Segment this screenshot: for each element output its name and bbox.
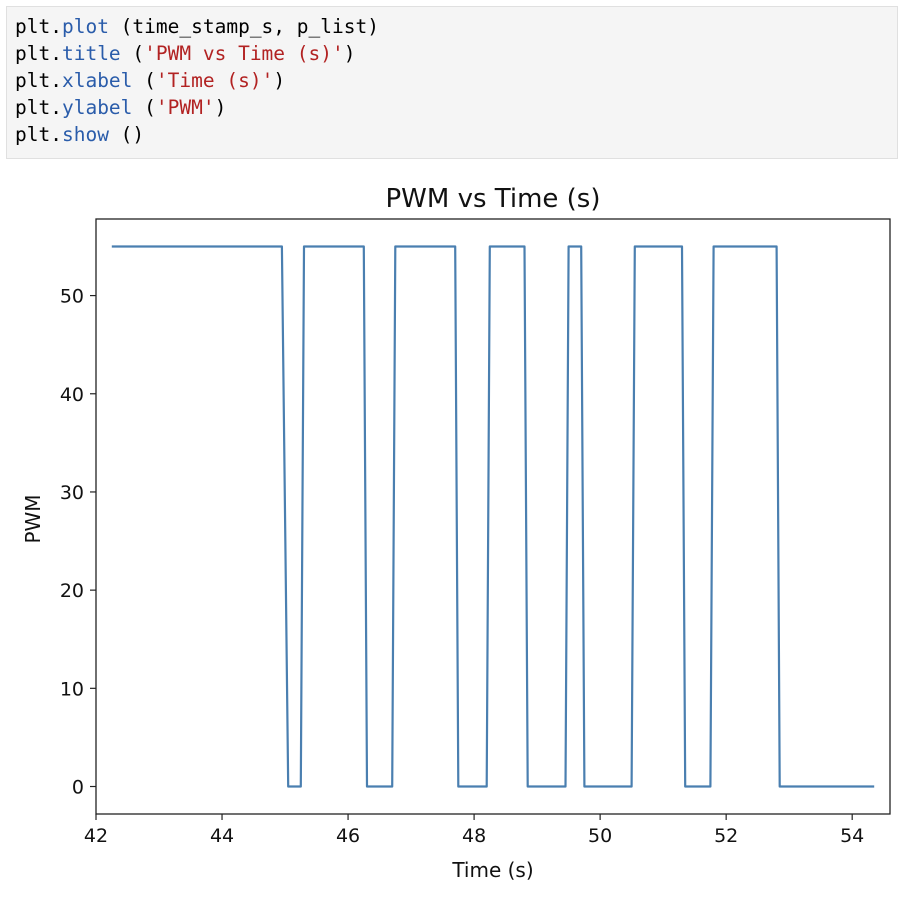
code-function: show — [61, 123, 109, 146]
code-tail: ) — [273, 69, 286, 92]
code-function: ylabel — [61, 96, 133, 119]
code-string: 'PWM' — [155, 96, 215, 119]
code-args: ( — [120, 42, 145, 65]
code-tail: ) — [214, 96, 227, 119]
y-tick-label: 10 — [60, 678, 84, 700]
code-object: plt. — [15, 69, 62, 92]
code-args: (time_stamp_s, p_list) — [108, 15, 379, 38]
x-tick-label: 42 — [84, 825, 108, 847]
plot-frame — [95, 218, 891, 815]
y-tick-label: 40 — [60, 384, 84, 406]
code-line: plt.plot (time_stamp_s, p_list) — [15, 13, 897, 40]
code-function: xlabel — [61, 69, 133, 92]
code-string: 'PWM vs Time (s)' — [144, 42, 344, 65]
code-line: plt.show () — [15, 121, 897, 148]
code-object: plt. — [15, 42, 62, 65]
y-tick-label: 0 — [72, 777, 84, 799]
code-object: plt. — [15, 96, 62, 119]
code-args: ( — [132, 69, 156, 92]
y-tick-label: 50 — [60, 286, 84, 308]
y-tick-label: 30 — [60, 482, 84, 504]
code-line: plt.ylabel ('PWM') — [15, 94, 897, 121]
code-cell[interactable]: plt.plot (time_stamp_s, p_list) plt.titl… — [6, 6, 898, 159]
code-function: title — [61, 42, 121, 65]
series-line — [111, 245, 875, 788]
code-line: plt.xlabel ('Time (s)') — [15, 67, 897, 94]
code-args: ( — [132, 96, 156, 119]
x-tick-label: 46 — [336, 825, 360, 847]
code-args: () — [108, 123, 145, 146]
plot-area — [111, 245, 875, 788]
x-axis-label: Time (s) — [451, 858, 533, 882]
axis-ticks: 42 44 46 48 50 52 54 0 10 20 30 40 50 — [60, 286, 864, 847]
x-tick-label: 52 — [714, 825, 738, 847]
code-function: plot — [61, 15, 109, 38]
code-object: plt. — [15, 15, 62, 38]
code-line: plt.title ('PWM vs Time (s)') — [15, 40, 897, 67]
x-tick-label: 54 — [840, 825, 864, 847]
code-string: 'Time (s)' — [155, 69, 274, 92]
y-tick-label: 20 — [60, 580, 84, 602]
x-tick-label: 48 — [462, 825, 486, 847]
code-object: plt. — [15, 123, 62, 146]
code-tail: ) — [343, 42, 356, 65]
chart-title: PWM vs Time (s) — [385, 184, 600, 214]
y-axis-label: PWM — [21, 494, 45, 543]
x-tick-label: 44 — [210, 825, 234, 847]
x-tick-label: 50 — [588, 825, 612, 847]
